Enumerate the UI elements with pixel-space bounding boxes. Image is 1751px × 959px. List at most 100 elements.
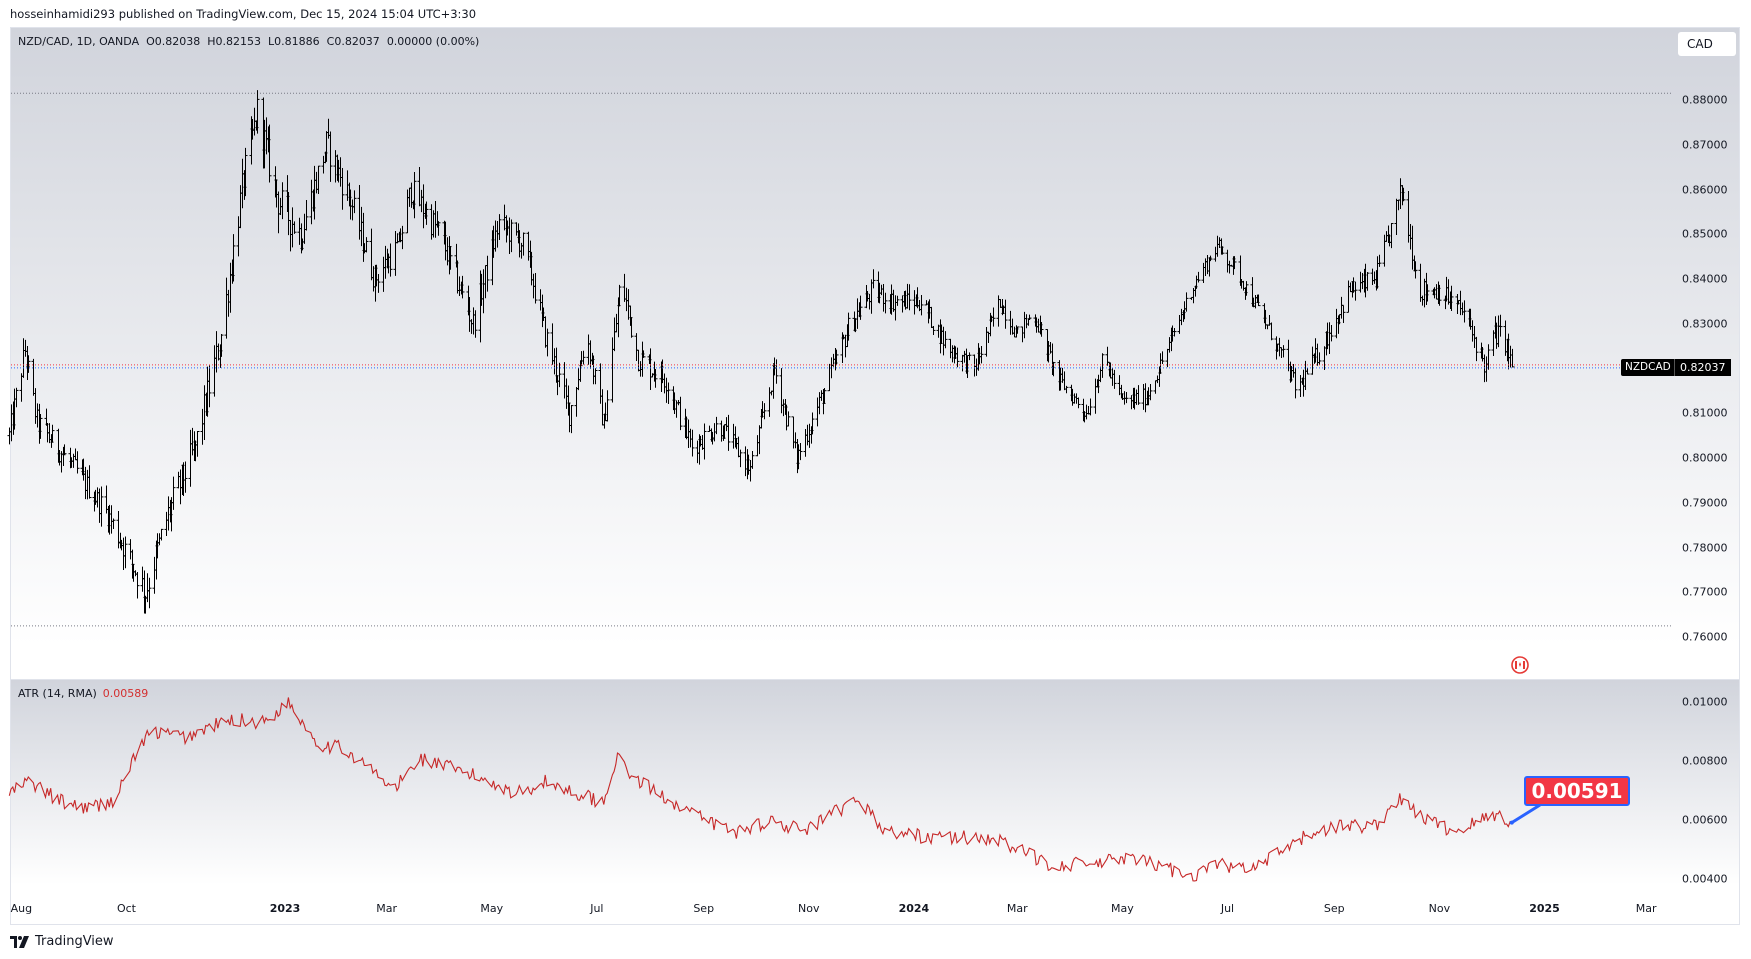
price-axis-label: 0.87000 — [1682, 138, 1728, 152]
ohlc-bar — [881, 284, 886, 312]
ohlc-bar — [1496, 315, 1501, 348]
ohlc-bar — [1194, 275, 1199, 289]
ohlc-bar — [1100, 353, 1105, 378]
canada-event-icon[interactable] — [1511, 656, 1529, 674]
ohlc-bar — [1353, 281, 1358, 301]
ohlc-bar — [686, 419, 691, 449]
ohlc-bar — [357, 185, 362, 240]
time-axis-label: 2025 — [1529, 902, 1560, 915]
ohlc-bar — [1215, 235, 1220, 257]
time-axis-label: Sep — [693, 902, 715, 915]
ohlc-bar — [1172, 327, 1177, 337]
price-axis-label: 0.85000 — [1682, 227, 1728, 241]
ohlc-bar — [145, 573, 150, 603]
ohlc-bar — [1396, 199, 1401, 211]
atr-axis-label: 0.00400 — [1682, 872, 1728, 886]
ohlc-bar — [364, 237, 369, 253]
ohlc-bar — [962, 350, 967, 363]
atr-pane[interactable] — [11, 679, 1739, 896]
ohlc-bar — [135, 572, 140, 599]
ohlc-bar — [1167, 337, 1172, 353]
currency-button[interactable]: CAD — [1678, 32, 1736, 56]
ohlc-bar — [545, 328, 550, 357]
ohlc-bar — [1051, 361, 1056, 377]
atr-callout[interactable]: 0.00591 — [1524, 776, 1630, 806]
ohlc-bar — [231, 234, 236, 282]
ohlc-bar — [99, 486, 104, 527]
ohlc-bar — [1036, 318, 1041, 333]
ohlc-bar — [1124, 392, 1129, 404]
ohlc-bar — [936, 324, 941, 338]
price-pane[interactable] — [11, 28, 1739, 678]
ohlc-bar — [224, 277, 229, 339]
ohlc-bar — [85, 469, 90, 500]
price-axis-label: 0.88000 — [1682, 93, 1728, 107]
ohlc-bar — [1384, 231, 1389, 242]
ohlc-bar — [1020, 326, 1025, 343]
ohlc-bar — [371, 266, 376, 292]
price-axis-label: 0.86000 — [1682, 183, 1728, 196]
ohlc-bar — [316, 165, 321, 195]
ohlc-bar — [750, 450, 755, 469]
ohlc-bar — [955, 347, 960, 368]
ohlc-bar — [1143, 383, 1148, 413]
ohlc-bar — [805, 424, 810, 446]
ohlc-bar — [1269, 322, 1274, 341]
ohlc-bar — [803, 428, 808, 457]
ohlc-bar — [591, 355, 596, 385]
ohlc-bar — [653, 369, 658, 388]
ohlc-bar — [605, 390, 610, 422]
ohlc-bar — [736, 436, 741, 458]
ohlc-bar — [1401, 187, 1406, 202]
ohlc-bar — [421, 184, 426, 229]
tradingview-logo[interactable]: TradingView — [10, 934, 114, 949]
ohlc-bar — [1277, 337, 1282, 357]
ohlc-bar — [991, 307, 996, 327]
ohlc-bar — [1398, 178, 1403, 210]
ohlc-bar — [226, 289, 231, 317]
price-axis-label: 0.80000 — [1682, 451, 1728, 465]
ohlc-bar — [236, 216, 241, 257]
ohlc-bar — [1413, 261, 1418, 279]
ohlc-bar — [302, 213, 307, 244]
ohlc-bar — [14, 387, 19, 408]
ohlc-bar — [614, 313, 619, 333]
ohlc-bar — [724, 417, 729, 432]
ohlc-bar — [1365, 271, 1370, 291]
ohlc-bar — [1179, 308, 1184, 326]
ohlc-bar — [979, 345, 984, 364]
ohlc-bar — [321, 155, 326, 174]
ohlc-bar — [473, 310, 478, 338]
ohlc-bar — [774, 359, 779, 384]
ohlc-bar — [1420, 295, 1425, 306]
ohlc-bar — [1394, 198, 1399, 235]
ohlc-bar — [393, 231, 398, 276]
ohlc-bar — [183, 461, 188, 493]
legend-low: L0.81886 — [268, 35, 320, 48]
callout-pointer — [1510, 803, 1541, 824]
ohlc-bar — [662, 373, 667, 394]
ohlc-bar — [731, 423, 736, 449]
ohlc-bar — [1177, 315, 1182, 334]
ohlc-bar — [207, 365, 212, 408]
time-axis-label: May — [480, 902, 504, 915]
ohlc-bar — [469, 319, 474, 334]
ohlc-bar — [424, 201, 429, 225]
ohlc-bar — [1341, 304, 1346, 324]
ohlc-bar — [1253, 295, 1258, 309]
atr-label: ATR (14, RMA) — [18, 687, 97, 700]
ohlc-bar — [33, 388, 38, 424]
ohlc-bar — [1339, 296, 1344, 319]
ohlc-bar — [843, 334, 848, 358]
ohlc-bar — [855, 298, 860, 329]
ohlc-bar — [483, 265, 488, 299]
ohlc-bar — [907, 284, 912, 311]
ohlc-bar — [678, 396, 683, 431]
ohlc-bar — [123, 536, 128, 569]
ohlc-bar — [352, 190, 357, 214]
ohlc-bar — [1129, 395, 1134, 410]
ohlc-bar — [1232, 256, 1237, 270]
ohlc-bar — [1422, 278, 1427, 308]
ohlc-bar — [688, 428, 693, 448]
ohlc-bar — [798, 442, 803, 461]
